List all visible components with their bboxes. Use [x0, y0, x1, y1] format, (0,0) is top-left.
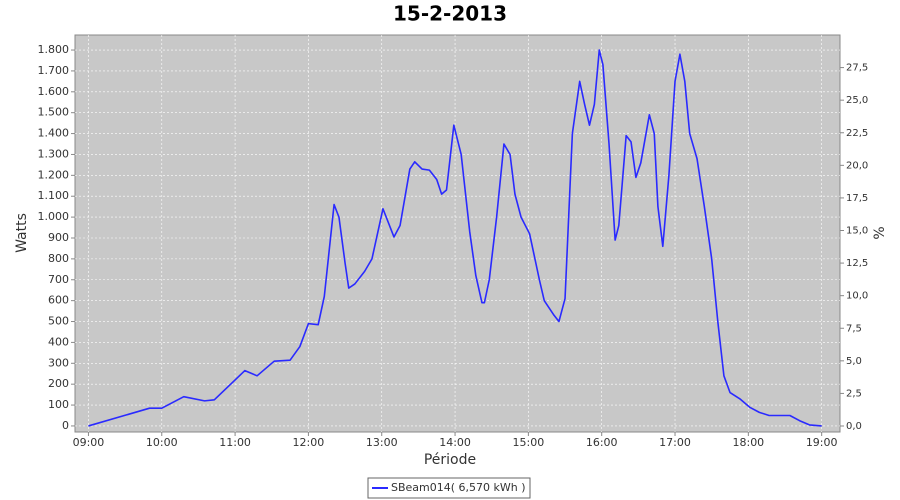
y-tick-label: 1.400 [38, 127, 70, 140]
y2-tick-label: 0,0 [846, 421, 862, 432]
x-axis-title: Période [424, 452, 476, 468]
data-line [88, 49, 822, 427]
x-tick-label: 13:00 [366, 436, 398, 449]
legend-label: SBeam014( 6,570 kWh ) [391, 481, 526, 494]
y-tick-label: 500 [48, 315, 69, 328]
y-tick-label: 1.100 [38, 189, 70, 202]
chart-title: 15-2-2013 [393, 2, 507, 26]
x-tick-label: 19:00 [806, 436, 838, 449]
y-tick-label: 1.200 [38, 168, 70, 181]
y-tick-label: 900 [48, 231, 69, 244]
y-tick-label: 1.500 [38, 106, 70, 119]
y-tick-label: 800 [48, 252, 69, 265]
y2-tick-label: 25,0 [846, 95, 868, 106]
x-tick-label: 11:00 [219, 436, 251, 449]
x-tick-label: 18:00 [732, 436, 764, 449]
plot-area [74, 34, 841, 433]
x-tick-label: 16:00 [586, 436, 618, 449]
y-tick-label: 1.300 [38, 147, 70, 160]
y-tick-label: 300 [48, 356, 69, 369]
y2-tick-label: 5,0 [846, 356, 862, 367]
y-tick-label: 1.700 [38, 64, 70, 77]
x-tick-label: 09:00 [73, 436, 105, 449]
x-tick-label: 12:00 [293, 436, 325, 449]
y-tick-label: 1.600 [38, 85, 70, 98]
y2-tick-label: 7,5 [846, 323, 862, 334]
y-tick-label: 200 [48, 377, 69, 390]
y2-tick-label: 27,5 [846, 63, 868, 74]
y-tick-label: 700 [48, 273, 69, 286]
x-tick-label: 17:00 [659, 436, 691, 449]
y2-axis-title: % [872, 226, 888, 239]
y2-tick-label: 22,5 [846, 128, 868, 139]
y-tick-label: 1.800 [38, 43, 70, 56]
y-tick-label: 400 [48, 335, 69, 348]
y-tick-label: 600 [48, 294, 69, 307]
y2-tick-label: 10,0 [846, 291, 868, 302]
y-tick-label: 100 [48, 398, 69, 411]
legend [367, 477, 531, 499]
y2-tick-label: 15,0 [846, 226, 868, 237]
x-tick-label: 14:00 [439, 436, 471, 449]
y-tick-label: 1.000 [38, 210, 70, 223]
y2-tick-label: 12,5 [846, 258, 868, 269]
y-axis-title: Watts [14, 213, 30, 253]
y2-tick-label: 2,5 [846, 388, 862, 399]
x-tick-label: 10:00 [146, 436, 178, 449]
x-tick-label: 15:00 [513, 436, 545, 449]
y2-tick-label: 20,0 [846, 160, 868, 171]
y2-tick-label: 17,5 [846, 193, 868, 204]
y-tick-label: 0 [62, 419, 69, 432]
